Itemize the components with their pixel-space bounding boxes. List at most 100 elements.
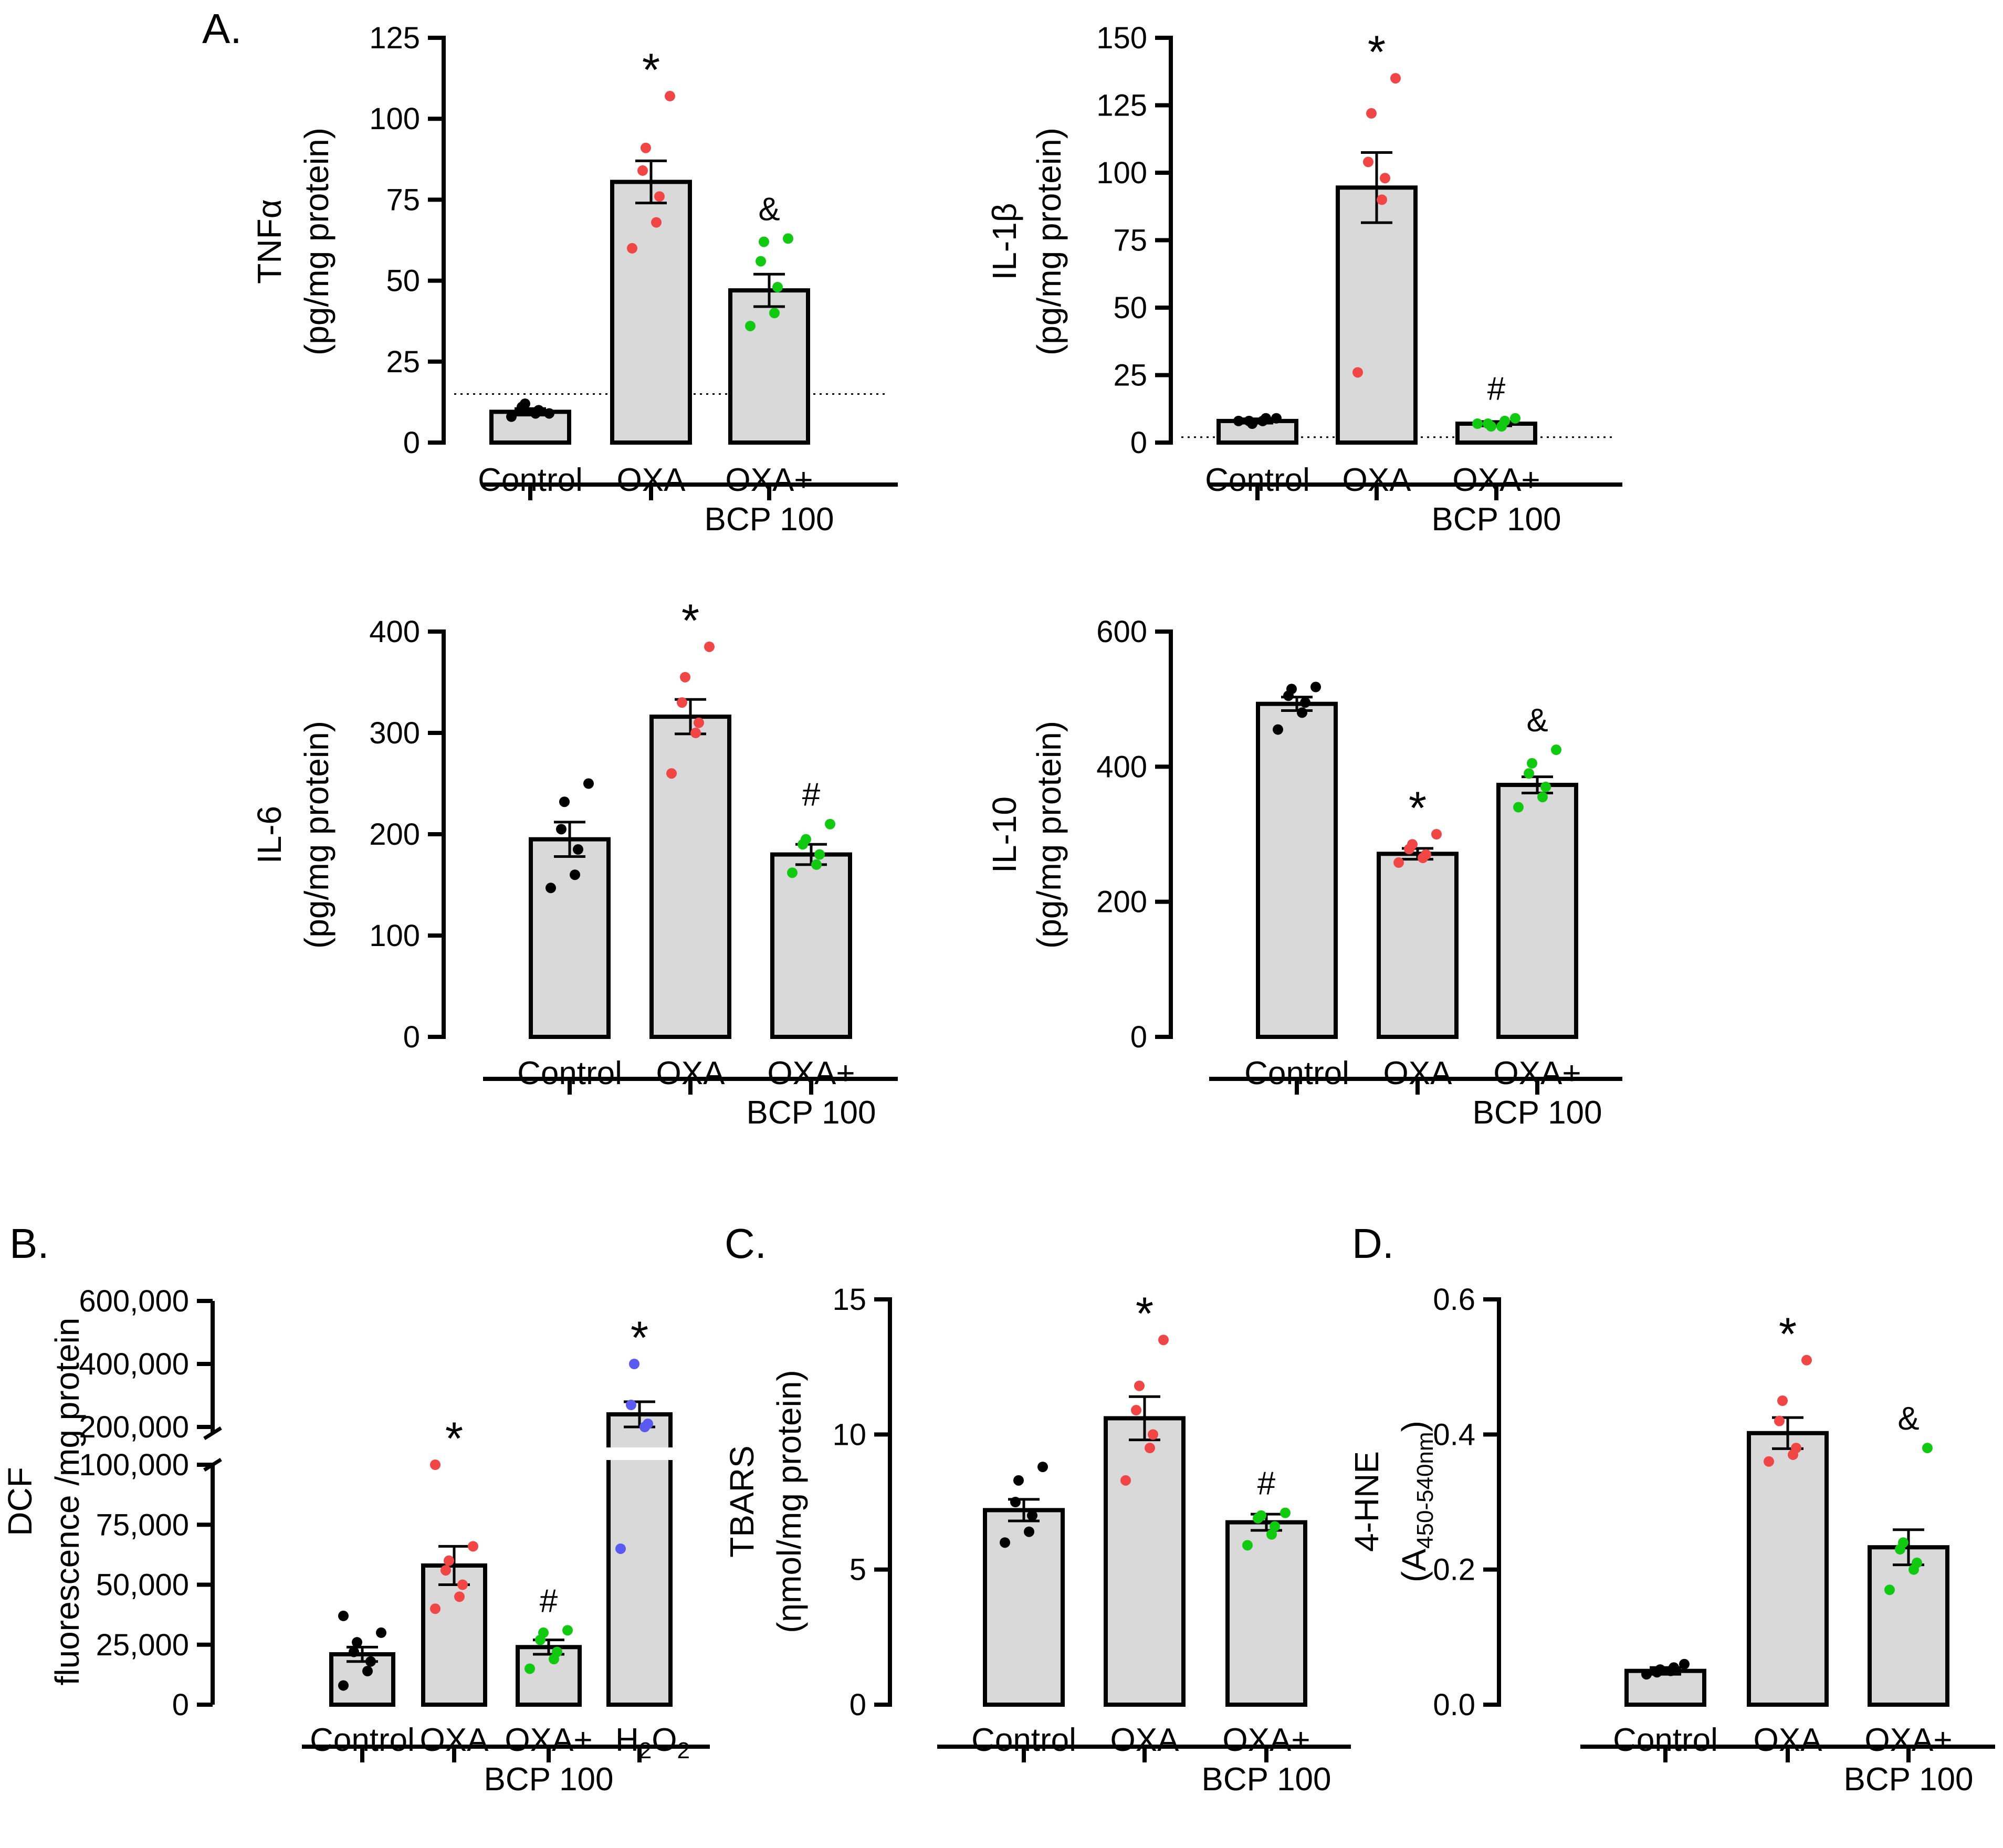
- bar: [1104, 1416, 1186, 1707]
- data-point: [651, 217, 662, 228]
- y-tick-label: 50,000: [96, 1568, 189, 1602]
- data-point: [444, 1555, 454, 1566]
- data-point: [680, 671, 690, 682]
- bar: [770, 852, 852, 1039]
- y-tick-label: 75: [386, 183, 420, 217]
- y-tick-label: 100: [369, 102, 420, 136]
- data-point: [1300, 697, 1310, 708]
- data-point: [1366, 108, 1377, 119]
- data-point: [1884, 1584, 1895, 1595]
- data-point: [1134, 1380, 1145, 1391]
- data-point: [1120, 1475, 1131, 1486]
- data-point: [1145, 1443, 1155, 1454]
- data-point: [573, 844, 583, 855]
- y-axis-label-line2: (ηmol/mg protein): [770, 1370, 808, 1633]
- data-point: [769, 308, 780, 319]
- y-tick-label: 125: [369, 21, 420, 55]
- data-point: [1499, 415, 1510, 426]
- y-tick-label: 400: [1096, 750, 1147, 784]
- y-axis-label-line1: IL-6: [250, 806, 288, 864]
- y-axis-label-line1: IL-1β: [985, 203, 1023, 280]
- data-point: [1393, 857, 1404, 868]
- y-tick-label: 0: [1130, 1020, 1147, 1054]
- data-point: [562, 1625, 573, 1636]
- y-axis-label-line1: TBARS: [723, 1445, 761, 1557]
- bar: [1377, 852, 1459, 1040]
- data-point: [1131, 1405, 1141, 1416]
- y-axis-label-line1: 4-HNE: [1348, 1451, 1386, 1552]
- data-point: [1641, 1669, 1652, 1680]
- y-axis-label-line2: (pg/mg protein): [1030, 128, 1068, 355]
- data-point: [525, 1663, 535, 1674]
- data-point: [1010, 1497, 1021, 1507]
- y-tick-label: 50: [1113, 291, 1147, 325]
- data-point: [1261, 413, 1271, 424]
- x-tick-label: BCP 100: [484, 1761, 613, 1798]
- y-tick-label: 25,000: [96, 1628, 189, 1662]
- significance-marker: &: [758, 191, 780, 227]
- y-tick-label: 5: [850, 1553, 866, 1587]
- data-point: [1242, 1540, 1253, 1551]
- significance-marker: #: [1487, 371, 1506, 407]
- data-point: [1377, 194, 1387, 205]
- data-point: [1513, 802, 1524, 813]
- y-axis-label-line1: IL-10: [985, 796, 1023, 873]
- data-point: [365, 1656, 376, 1667]
- y-tick-label: 0.0: [1433, 1688, 1475, 1722]
- x-tick-label: H2O2: [615, 1722, 690, 1763]
- data-point: [1421, 849, 1431, 860]
- y-tick-label: 50: [386, 264, 420, 298]
- data-point: [615, 1543, 626, 1554]
- y-tick-label: 200,000: [79, 1410, 189, 1444]
- data-point: [1380, 173, 1390, 184]
- data-point: [759, 236, 769, 247]
- data-point: [1310, 681, 1321, 692]
- data-point: [583, 778, 594, 789]
- significance-marker: *: [642, 44, 660, 96]
- data-point: [338, 1680, 349, 1691]
- y-tick-label: 200: [369, 817, 420, 852]
- bar: [1256, 701, 1338, 1039]
- data-point: [441, 1565, 451, 1576]
- data-point: [1791, 1443, 1801, 1454]
- bar: [610, 180, 692, 445]
- y-tick-label: 15: [832, 1283, 866, 1317]
- significance-marker: *: [631, 1311, 648, 1363]
- data-point: [1540, 781, 1551, 792]
- data-point: [1266, 1529, 1277, 1540]
- data-point: [637, 165, 648, 176]
- data-point: [1537, 792, 1548, 803]
- data-point: [1679, 1658, 1690, 1670]
- bar: [1624, 1668, 1706, 1707]
- data-point: [1898, 1537, 1908, 1548]
- y-tick-label: 0: [1130, 426, 1147, 460]
- data-point: [376, 1627, 386, 1638]
- data-point: [1286, 684, 1297, 695]
- panel-label-b: B.: [9, 1220, 49, 1267]
- y-tick-label: 25: [1113, 359, 1147, 393]
- x-tick-label: BCP 100: [1201, 1761, 1331, 1798]
- data-point: [825, 818, 835, 830]
- bar: [516, 1645, 582, 1707]
- data-point: [1431, 829, 1442, 839]
- data-point: [1669, 1662, 1679, 1673]
- data-point: [468, 1541, 478, 1552]
- significance-marker: *: [1409, 782, 1427, 834]
- bar-break-gap: [605, 1447, 674, 1460]
- y-axis-label-line2: (pg/mg protein): [298, 721, 335, 949]
- data-point: [1158, 1335, 1169, 1346]
- y-tick-label: 75: [1113, 224, 1147, 258]
- bar: [649, 715, 731, 1039]
- data-point: [1510, 413, 1520, 424]
- data-point: [556, 824, 567, 835]
- data-point: [1024, 1526, 1034, 1537]
- data-point: [1013, 1475, 1024, 1486]
- data-point: [811, 859, 822, 870]
- y-tick-label: 100: [1096, 156, 1147, 190]
- data-point: [814, 849, 825, 860]
- data-point: [538, 1627, 549, 1638]
